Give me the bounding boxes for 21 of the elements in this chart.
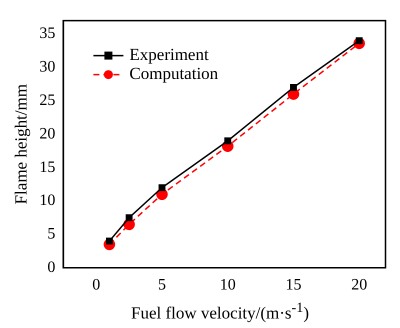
x-axis-title: Fuel flow velocity/(m·s$^{-1}$) — [130, 300, 310, 324]
y-tick-label: 35 — [39, 25, 56, 42]
point — [158, 184, 166, 192]
y-axis-title: Flame height/mm — [12, 84, 31, 204]
x-tick-label: 5 — [158, 276, 166, 294]
y-tick-label: 0 — [47, 259, 56, 276]
y-tick-label: 15 — [39, 158, 56, 176]
y-tick-label: 25 — [39, 92, 56, 109]
x-tick-label: 15 — [285, 276, 302, 294]
point — [126, 214, 133, 222]
y-tick-label: 30 — [39, 58, 56, 76]
x-tick-label: 20 — [351, 276, 368, 294]
y-tick-label: 5 — [47, 226, 56, 243]
legend-label: Computation — [129, 64, 219, 84]
x-tick-label: 10 — [220, 276, 236, 294]
y-tick-label: 20 — [39, 125, 56, 142]
point — [224, 137, 232, 144]
y-tick-label: 10 — [39, 192, 56, 210]
point — [290, 84, 297, 91]
x-tick-label: 0 — [92, 276, 100, 294]
legend-label: Experiment — [129, 45, 209, 64]
